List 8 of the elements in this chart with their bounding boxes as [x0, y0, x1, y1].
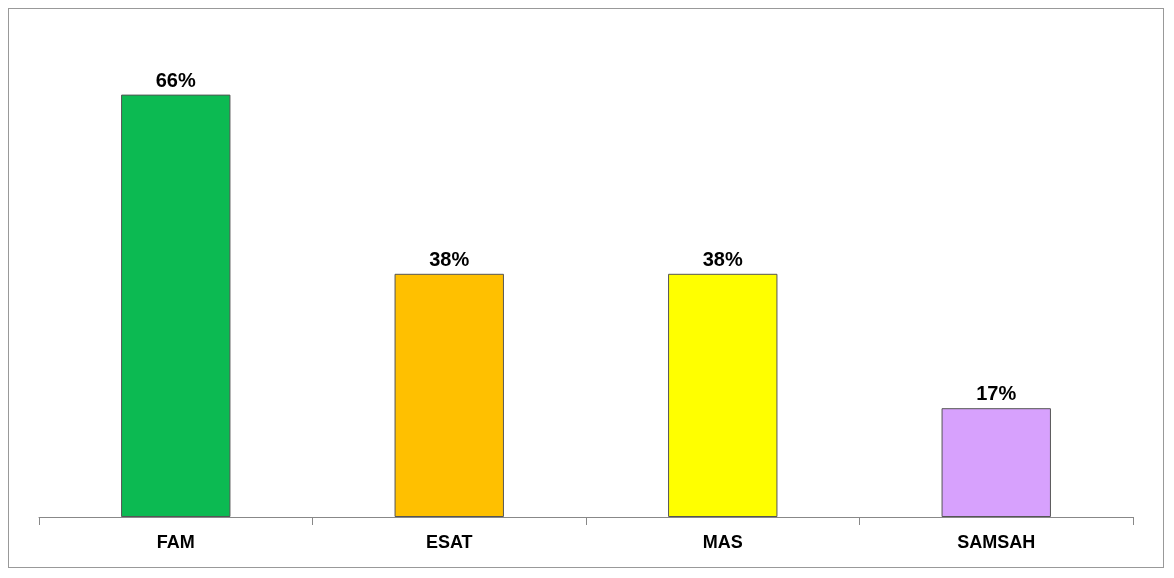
data-label: 38%	[429, 247, 470, 270]
x-tick-label: SAMSAH	[957, 532, 1036, 552]
x-tick-label: FAM	[156, 532, 195, 552]
data-label: 38%	[702, 247, 743, 270]
data-label: 66%	[155, 68, 196, 91]
x-tick-label: ESAT	[425, 532, 473, 552]
x-tick-label: MAS	[702, 532, 743, 552]
data-label: 17%	[976, 382, 1017, 405]
